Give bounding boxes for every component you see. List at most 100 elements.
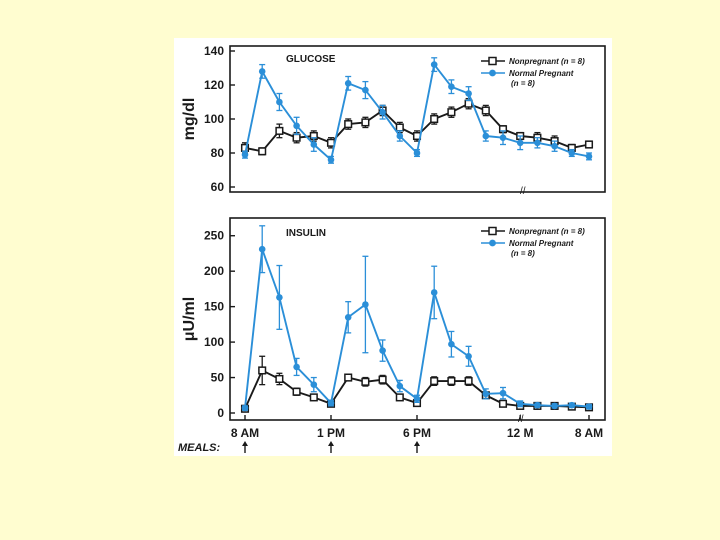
legend-pregnant-marker xyxy=(489,239,496,247)
glucose-pregnant-point xyxy=(516,139,524,147)
glucose-nonpregnant-point xyxy=(344,120,353,129)
glucose-legend-pregnant-n: (n = 8) xyxy=(511,79,535,88)
insulin-legend: Nonpregnant (n = 8) Normal Pregnant (n =… xyxy=(481,226,585,258)
figure: mg/dl GLUCOSE 140 120 100 80 60 Nonpregnant … xyxy=(174,38,612,456)
glucose-pregnant-point xyxy=(362,86,369,94)
glucose-legend: Nonpregnant (n = 8) Normal Pregnant (n =… xyxy=(481,56,585,88)
glucose-pregnant-point xyxy=(344,80,352,87)
insulin-ytick-label: 50 xyxy=(211,371,225,385)
insulin-nonpregnant-point xyxy=(395,393,404,402)
insulin-pregnant-point xyxy=(327,399,335,407)
glucose-pregnant-point xyxy=(310,141,318,148)
insulin-pregnant-point xyxy=(585,403,593,410)
insulin-pregnant-point xyxy=(551,402,558,410)
glucose-nonpregnant-point xyxy=(395,123,404,132)
glucose-pregnant-point xyxy=(413,149,421,157)
glucose-pregnant-point xyxy=(585,153,593,160)
insulin-ylabel: μU/ml xyxy=(181,297,198,341)
insulin-pregnant-point xyxy=(276,294,283,301)
glucose-frame xyxy=(229,45,606,193)
insulin-y-ticks: 250 200 150 100 50 0 xyxy=(204,229,235,420)
meal-arrow-head xyxy=(328,441,334,446)
insulin-pregnant-line xyxy=(244,248,590,409)
insulin-nonpregnant-point xyxy=(275,374,284,384)
glucose-pregnant-point xyxy=(534,139,541,147)
insulin-legend-pregnant: Normal Pregnant xyxy=(509,239,574,248)
glucose-pregnant-point xyxy=(568,149,576,157)
glucose-pregnant-point xyxy=(293,122,300,130)
xtick-label: 1 PM xyxy=(317,426,345,440)
glucose-ylabel: mg/dl xyxy=(181,98,198,141)
insulin-pregnant-point xyxy=(430,289,438,296)
insulin-nonpregnant-point xyxy=(292,387,301,396)
insulin-pregnant-point xyxy=(344,313,352,321)
insulin-pregnant-point xyxy=(310,381,318,388)
glucose-pregnant-point xyxy=(258,68,266,75)
insulin-series xyxy=(240,225,594,413)
glucose-ytick-label: 140 xyxy=(204,44,224,58)
glucose-nonpregnant-point xyxy=(447,108,456,117)
insulin-pregnant-point xyxy=(516,400,524,408)
x-axis-ticks: 8 AM 1 PM 6 PM 12 M 8 AM xyxy=(231,415,603,440)
meals-label: MEALS: xyxy=(178,442,221,454)
insulin-ytick-label: 150 xyxy=(204,300,224,314)
glucose-pregnant-point xyxy=(276,98,283,106)
insulin-ytick-label: 250 xyxy=(204,229,224,243)
glucose-nonpregnant-point xyxy=(584,140,594,149)
insulin-frame xyxy=(229,217,606,421)
legend-pregnant-marker xyxy=(489,69,496,77)
insulin-pregnant-point xyxy=(413,395,421,403)
glucose-pregnant-point xyxy=(499,134,507,141)
glucose-nonpregnant-point xyxy=(275,126,284,135)
glucose-pregnant-point xyxy=(327,156,335,164)
meal-arrow-head xyxy=(414,441,420,446)
glucose-nonpregnant-point xyxy=(258,147,267,156)
insulin-pregnant-point xyxy=(396,382,404,390)
insulin-nonpregnant-point xyxy=(447,377,456,386)
insulin-nonpregnant-point xyxy=(498,399,508,408)
glucose-ytick-label: 80 xyxy=(211,146,225,160)
glucose-y-ticks: 140 120 100 80 60 xyxy=(204,44,235,194)
glucose-nonpregnant-point xyxy=(326,138,336,147)
glucose-ytick-label: 60 xyxy=(211,180,225,194)
insulin-ytick-label: 0 xyxy=(217,406,224,420)
insulin-ytick-label: 200 xyxy=(204,264,224,278)
glucose-pregnant-point xyxy=(465,90,472,97)
insulin-pregnant-point xyxy=(534,401,541,409)
insulin-pregnant-point xyxy=(293,363,300,371)
insulin-nonpregnant-point xyxy=(361,377,370,386)
insulin-pregnant-point xyxy=(568,401,576,409)
legend-nonpregnant-marker xyxy=(488,56,497,66)
insulin-pregnant-point xyxy=(448,340,455,348)
insulin-pregnant-point xyxy=(465,352,472,360)
insulin-pregnant-point xyxy=(258,245,266,253)
meal-arrows xyxy=(242,441,420,453)
glucose-legend-pregnant: Normal Pregnant xyxy=(509,69,574,78)
meal-arrow-head xyxy=(242,441,248,446)
glucose-pregnant-point xyxy=(396,132,404,140)
glucose-pregnant-point xyxy=(430,61,438,68)
glucose-title: GLUCOSE xyxy=(286,54,336,65)
xtick-label: 12 M xyxy=(507,426,534,440)
insulin-panel: μU/ml INSULIN 250 200 150 100 50 0 Nonpregnan… xyxy=(181,217,606,440)
insulin-pregnant-point xyxy=(482,390,490,398)
glucose-ytick-label: 120 xyxy=(204,78,224,92)
xtick-label: 8 AM xyxy=(575,426,603,440)
glucose-ytick-label: 100 xyxy=(204,112,224,126)
glucose-panel: mg/dl GLUCOSE 140 120 100 80 60 Nonpregnant … xyxy=(181,44,606,197)
glucose-nonpregnant-point xyxy=(430,114,439,124)
glucose-pregnant-point xyxy=(551,142,558,150)
insulin-nonpregnant-point xyxy=(258,366,267,375)
insulin-pregnant-point xyxy=(379,347,386,354)
insulin-nonpregnant-point xyxy=(344,373,353,382)
glucose-pregnant-point xyxy=(482,132,490,140)
glucose-legend-nonpregnant: Nonpregnant (n = 8) xyxy=(509,57,585,66)
insulin-pregnant-point xyxy=(241,404,249,412)
insulin-nonpregnant-point xyxy=(378,375,387,384)
glucose-axis-break: // xyxy=(520,186,526,197)
insulin-legend-nonpregnant: Nonpregnant (n = 8) xyxy=(509,227,585,236)
glucose-nonpregnant-point xyxy=(292,133,301,142)
glucose-nonpregnant-point xyxy=(361,118,370,127)
insulin-nonpregnant-point xyxy=(430,377,439,386)
figure-svg: mg/dl GLUCOSE 140 120 100 80 60 Nonpregnant … xyxy=(178,44,606,454)
